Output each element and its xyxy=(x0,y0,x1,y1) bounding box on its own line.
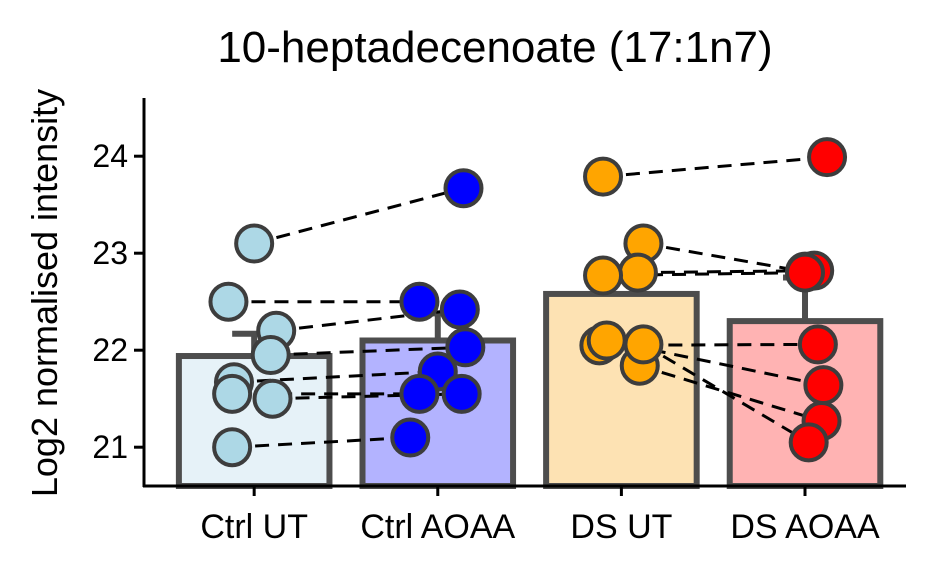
data-point xyxy=(390,417,431,458)
data-point xyxy=(250,335,291,376)
pair-line xyxy=(637,269,815,275)
y-ticks-layer: 21 22 23 24 xyxy=(92,138,144,465)
pair-line xyxy=(272,392,462,401)
data-point xyxy=(617,252,658,293)
pair-line xyxy=(602,155,828,179)
x-tick-label: Ctrl AOAA xyxy=(360,508,515,546)
y-tick-label: 22 xyxy=(92,332,128,368)
data-point xyxy=(623,324,664,365)
data-point xyxy=(445,327,486,368)
pair-line xyxy=(253,186,464,245)
pair-line xyxy=(232,436,411,449)
data-point xyxy=(586,320,627,361)
x-tick-label: Ctrl UT xyxy=(200,508,308,546)
axes-layer xyxy=(142,98,906,488)
data-point xyxy=(439,289,480,330)
data-point xyxy=(785,252,826,293)
y-axis-label: Log2 normalised intensity xyxy=(24,89,65,497)
chart-title: 10-heptadecenoate (17:1n7) xyxy=(217,23,772,72)
data-point xyxy=(788,422,829,463)
data-point xyxy=(234,223,275,264)
x-ticks-layer: Ctrl UT Ctrl AOAA DS UT DS AOAA xyxy=(200,486,880,546)
data-point xyxy=(803,365,844,406)
data-point xyxy=(583,156,624,197)
data-point xyxy=(399,373,440,414)
data-point xyxy=(441,373,482,414)
x-tick-label: DS UT xyxy=(570,508,672,546)
data-point xyxy=(583,255,624,296)
bar-ds-ut xyxy=(543,290,700,489)
data-point xyxy=(797,324,838,365)
pair-line xyxy=(270,345,466,357)
data-point xyxy=(212,427,253,468)
y-tick-label: 21 xyxy=(92,429,128,465)
bar-ctrl-ut xyxy=(175,353,333,489)
data-point xyxy=(252,378,293,419)
data-point xyxy=(212,373,253,414)
points-layer xyxy=(208,137,848,468)
data-point xyxy=(807,137,848,178)
pair-line xyxy=(276,307,460,333)
pair-line xyxy=(639,364,822,423)
data-point xyxy=(399,281,440,322)
pair-line xyxy=(643,242,806,274)
data-point xyxy=(208,281,249,322)
data-point xyxy=(443,168,484,209)
y-tick-label: 24 xyxy=(92,138,128,174)
pair-line xyxy=(642,343,810,444)
y-tick-label: 23 xyxy=(92,235,128,271)
x-tick-label: DS AOAA xyxy=(730,508,880,546)
